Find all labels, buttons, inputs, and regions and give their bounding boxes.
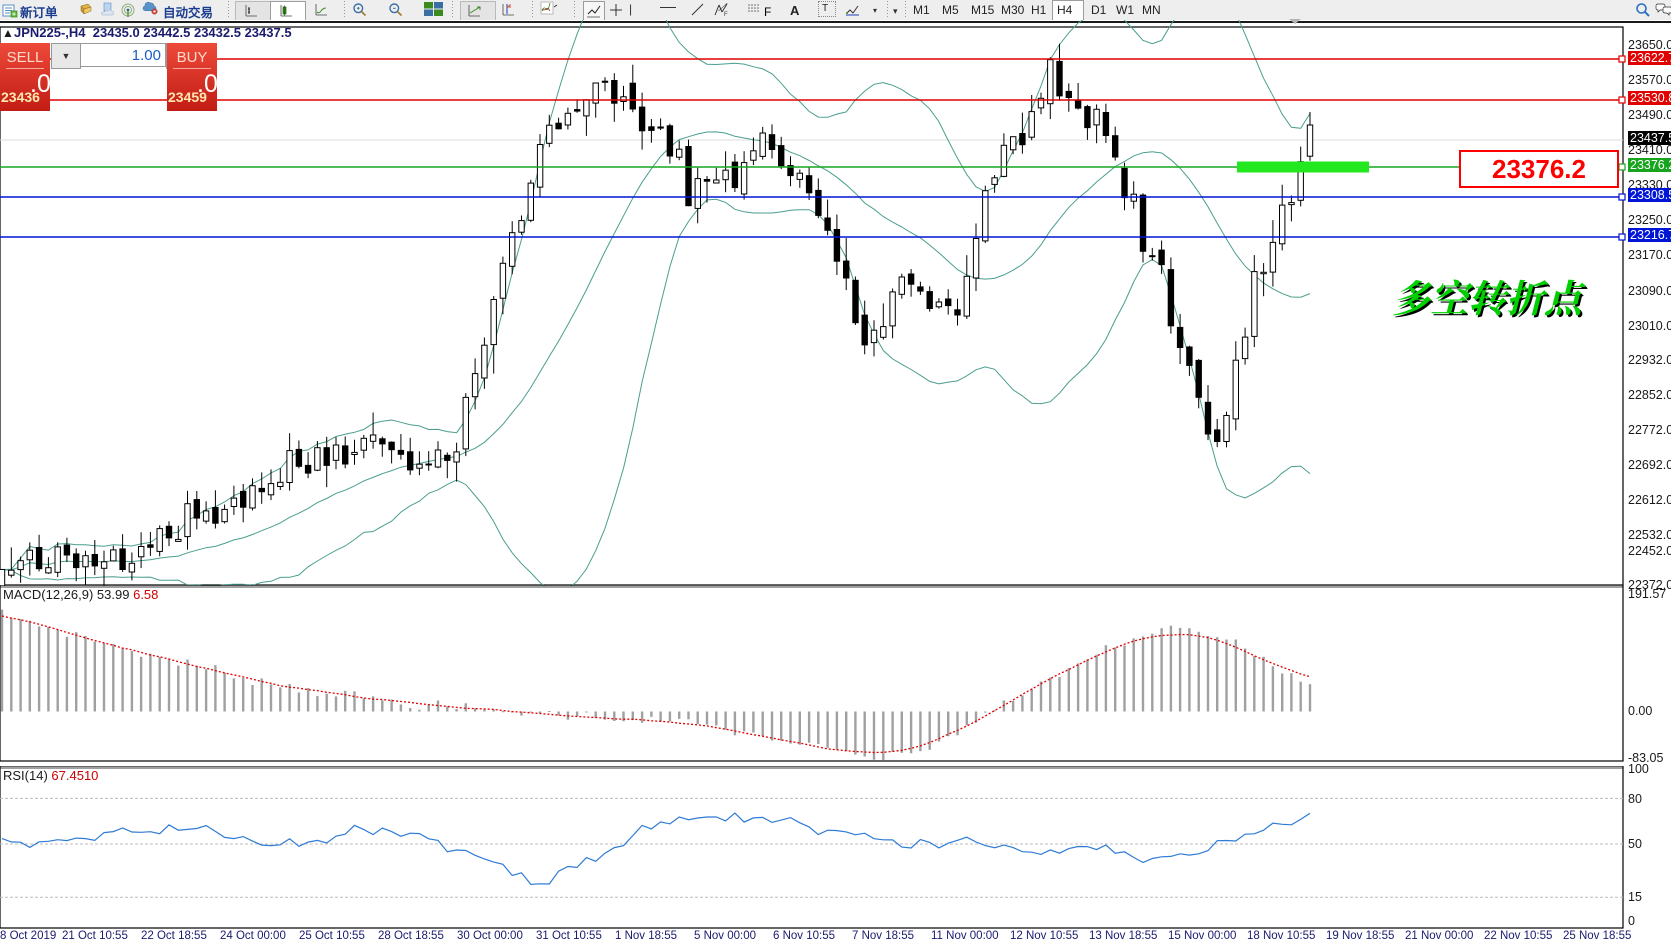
svg-text:F: F: [724, 12, 728, 17]
